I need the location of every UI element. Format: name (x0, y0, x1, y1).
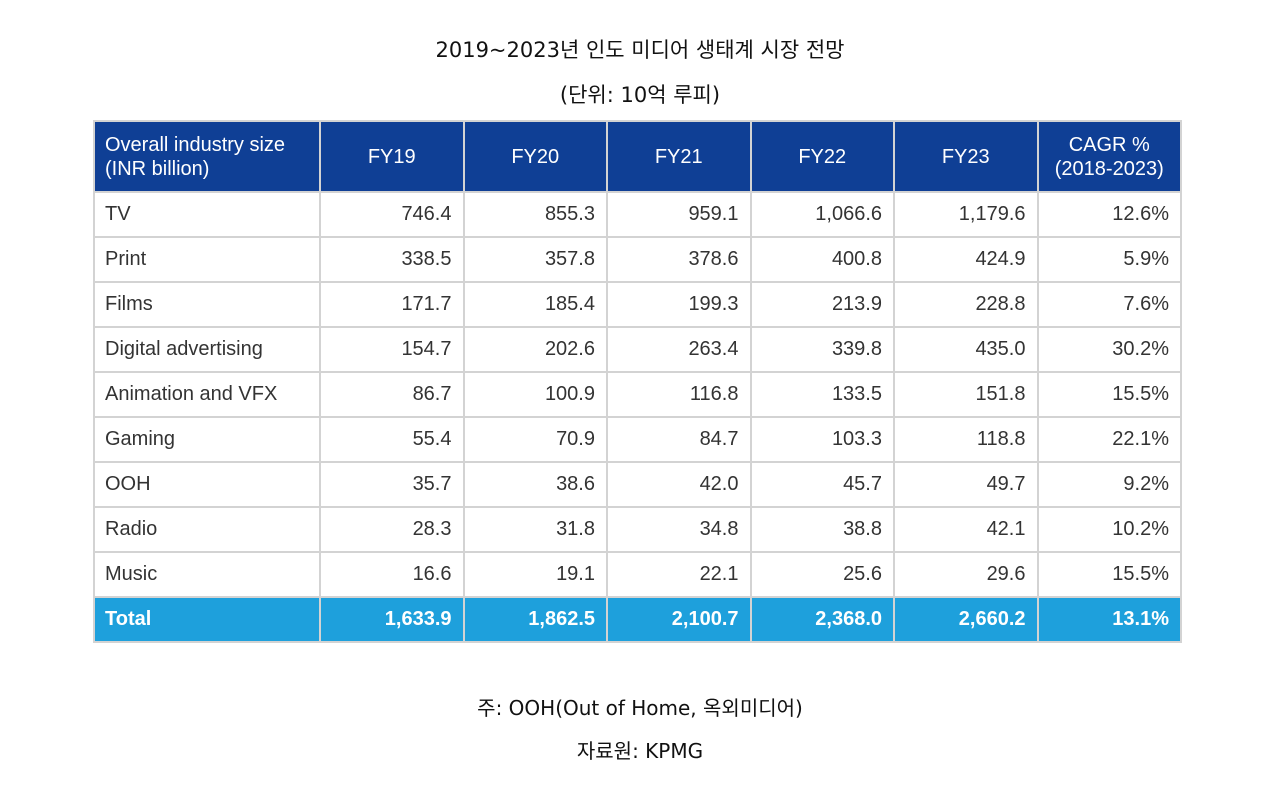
cell-fy23: 228.8 (893, 281, 1039, 328)
cell-fy20: 855.3 (462, 191, 608, 238)
row-label: Music (93, 551, 321, 598)
cell-fy23: 435.0 (893, 326, 1039, 373)
industry-size-table: Overall industry size (INR billion) FY19… (93, 120, 1182, 643)
cell-fy20: 357.8 (462, 236, 608, 283)
header-fy23: FY23 (893, 120, 1039, 193)
cell-cagr: 15.5% (1036, 551, 1182, 598)
cell-fy23: 29.6 (893, 551, 1039, 598)
table-row: Music 16.6 19.1 22.1 25.6 29.6 15.5% (93, 551, 1182, 598)
row-label: OOH (93, 461, 321, 508)
cell-fy19: 28.3 (319, 506, 465, 553)
cell-fy21: 263.4 (606, 326, 752, 373)
cell-fy22: 25.6 (749, 551, 895, 598)
header-fy21: FY21 (606, 120, 752, 193)
source-note: 자료원: KPMG (576, 739, 704, 763)
total-label: Total (93, 596, 321, 643)
cell-fy22: 400.8 (749, 236, 895, 283)
cell-fy21: 42.0 (606, 461, 752, 508)
cell-fy22: 133.5 (749, 371, 895, 418)
cell-fy20: 100.9 (462, 371, 608, 418)
cell-fy20: 38.6 (462, 461, 608, 508)
cell-fy21: 199.3 (606, 281, 752, 328)
header-fy22: FY22 (749, 120, 895, 193)
header-fy20: FY20 (462, 120, 608, 193)
page-title: 2019~2023년 인도 미디어 생태계 시장 전망 (435, 38, 845, 62)
cell-fy21: 22.1 (606, 551, 752, 598)
cell-fy19: 338.5 (319, 236, 465, 283)
cell-fy22: 1,066.6 (749, 191, 895, 238)
unit-caption: (단위: 10억 루피) (559, 83, 721, 107)
table-header-row: Overall industry size (INR billion) FY19… (93, 120, 1182, 193)
header-industry-line1: Overall industry size (105, 133, 286, 156)
cell-fy19: 746.4 (319, 191, 465, 238)
table-row: Films 171.7 185.4 199.3 213.9 228.8 7.6% (93, 281, 1182, 328)
cell-fy19: 55.4 (319, 416, 465, 463)
table-row: Gaming 55.4 70.9 84.7 103.3 118.8 22.1% (93, 416, 1182, 463)
table-row: TV 746.4 855.3 959.1 1,066.6 1,179.6 12.… (93, 191, 1182, 238)
header-cagr: CAGR % (2018-2023) (1036, 120, 1182, 193)
table-row: OOH 35.7 38.6 42.0 45.7 49.7 9.2% (93, 461, 1182, 508)
row-label: TV (93, 191, 321, 238)
cell-cagr: 9.2% (1036, 461, 1182, 508)
cell-cagr: 12.6% (1036, 191, 1182, 238)
total-fy20: 1,862.5 (462, 596, 608, 643)
total-row: Total 1,633.9 1,862.5 2,100.7 2,368.0 2,… (93, 596, 1182, 643)
row-label: Films (93, 281, 321, 328)
cell-fy19: 154.7 (319, 326, 465, 373)
cell-fy23: 424.9 (893, 236, 1039, 283)
footnote: 주: OOH(Out of Home, 옥외미디어) (477, 696, 803, 720)
header-fy19: FY19 (319, 120, 465, 193)
cell-fy22: 45.7 (749, 461, 895, 508)
table-row: Print 338.5 357.8 378.6 400.8 424.9 5.9% (93, 236, 1182, 283)
cell-cagr: 5.9% (1036, 236, 1182, 283)
row-label: Radio (93, 506, 321, 553)
cell-fy20: 185.4 (462, 281, 608, 328)
total-fy19: 1,633.9 (319, 596, 465, 643)
table-row: Digital advertising 154.7 202.6 263.4 33… (93, 326, 1182, 373)
cell-fy23: 42.1 (893, 506, 1039, 553)
row-label: Gaming (93, 416, 321, 463)
header-industry-line2: (INR billion) (105, 157, 210, 180)
cell-cagr: 22.1% (1036, 416, 1182, 463)
row-label: Print (93, 236, 321, 283)
cell-fy19: 86.7 (319, 371, 465, 418)
cell-cagr: 7.6% (1036, 281, 1182, 328)
total-fy21: 2,100.7 (606, 596, 752, 643)
cell-fy21: 34.8 (606, 506, 752, 553)
cell-fy22: 213.9 (749, 281, 895, 328)
cell-fy21: 378.6 (606, 236, 752, 283)
cell-fy23: 151.8 (893, 371, 1039, 418)
cell-fy20: 202.6 (462, 326, 608, 373)
cell-fy22: 103.3 (749, 416, 895, 463)
row-label: Animation and VFX (93, 371, 321, 418)
cell-cagr: 30.2% (1036, 326, 1182, 373)
total-fy22: 2,368.0 (749, 596, 895, 643)
row-label: Digital advertising (93, 326, 321, 373)
table-row: Animation and VFX 86.7 100.9 116.8 133.5… (93, 371, 1182, 418)
total-fy23: 2,660.2 (893, 596, 1039, 643)
cell-fy21: 116.8 (606, 371, 752, 418)
cell-fy23: 118.8 (893, 416, 1039, 463)
header-cagr-line2: (2018-2023) (1054, 157, 1164, 180)
cell-fy21: 959.1 (606, 191, 752, 238)
cell-cagr: 10.2% (1036, 506, 1182, 553)
cell-fy20: 70.9 (462, 416, 608, 463)
cell-fy19: 35.7 (319, 461, 465, 508)
header-industry: Overall industry size (INR billion) (93, 120, 321, 193)
cell-fy21: 84.7 (606, 416, 752, 463)
cell-fy22: 38.8 (749, 506, 895, 553)
total-cagr: 13.1% (1036, 596, 1182, 643)
cell-fy23: 49.7 (893, 461, 1039, 508)
cell-fy20: 31.8 (462, 506, 608, 553)
cell-fy19: 16.6 (319, 551, 465, 598)
cell-fy20: 19.1 (462, 551, 608, 598)
cell-fy22: 339.8 (749, 326, 895, 373)
cell-fy23: 1,179.6 (893, 191, 1039, 238)
cell-fy19: 171.7 (319, 281, 465, 328)
table-row: Radio 28.3 31.8 34.8 38.8 42.1 10.2% (93, 506, 1182, 553)
header-cagr-line1: CAGR % (1068, 133, 1150, 156)
cell-cagr: 15.5% (1036, 371, 1182, 418)
